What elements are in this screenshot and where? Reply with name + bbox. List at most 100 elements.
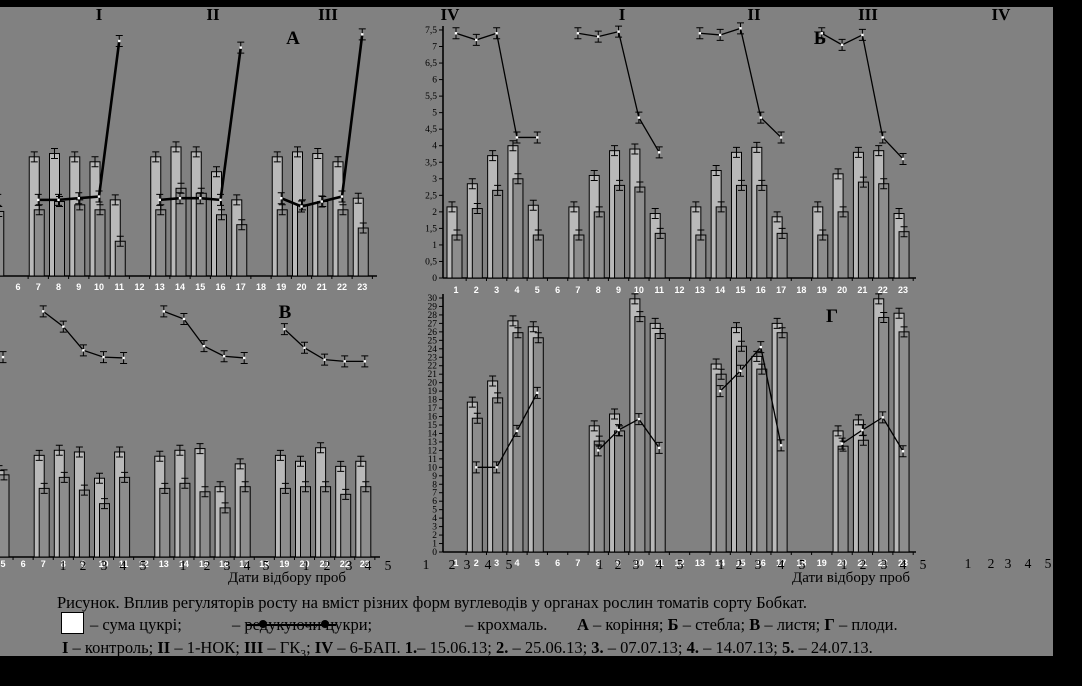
svg-text:3: 3 xyxy=(432,175,437,185)
panel-B: 00,511,522,533,544,555,566,577,51 2 3 4 5 6 7 8… xyxy=(425,22,916,295)
panel-B-bars xyxy=(568,143,666,279)
svg-text:10: 10 xyxy=(428,463,438,473)
svg-text:28: 28 xyxy=(428,311,438,321)
panel-V-bars xyxy=(154,443,251,558)
svg-text:2: 2 xyxy=(324,558,331,573)
svg-text:5: 5 xyxy=(1045,556,1052,571)
panel-B-line xyxy=(696,22,785,144)
panel-G-bars xyxy=(710,317,788,553)
svg-text:21: 21 xyxy=(857,285,867,295)
panel-G-line xyxy=(472,386,541,474)
panel-V-line xyxy=(39,305,128,364)
panel-G: 0123456789101112131415161718192021222324… xyxy=(423,293,927,572)
panel-B-bars xyxy=(812,145,910,279)
svg-text:17: 17 xyxy=(776,285,786,295)
svg-text:16: 16 xyxy=(428,413,438,423)
svg-text:23: 23 xyxy=(428,353,438,363)
svg-text:19: 19 xyxy=(276,282,286,292)
svg-text:3: 3 xyxy=(101,558,108,573)
svg-text:13: 13 xyxy=(695,285,705,295)
svg-text:4: 4 xyxy=(432,514,437,524)
panel-A-bars xyxy=(28,148,126,277)
panel-G-bars xyxy=(588,293,666,553)
svg-text:2,5: 2,5 xyxy=(425,191,437,201)
svg-text:7: 7 xyxy=(432,489,437,499)
svg-text:Г: Г xyxy=(826,306,838,327)
svg-text:I: I xyxy=(96,5,103,24)
svg-text:22: 22 xyxy=(878,285,888,295)
svg-text:17: 17 xyxy=(236,282,246,292)
svg-text:4: 4 xyxy=(365,558,372,573)
svg-text:1: 1 xyxy=(180,558,187,573)
svg-text:3: 3 xyxy=(464,557,471,572)
svg-text:Дати відбору проб: Дати відбору проб xyxy=(792,570,910,586)
legend-treatments-dates-label: І – контроль; ІІ – 1-НОК; ІІІ – ГК3; ІV … xyxy=(62,638,873,661)
svg-text:6: 6 xyxy=(432,76,437,86)
svg-text:7: 7 xyxy=(36,282,41,292)
svg-text:1: 1 xyxy=(841,557,848,572)
svg-text:4: 4 xyxy=(1025,556,1032,571)
svg-text:13: 13 xyxy=(159,559,169,569)
svg-text:III: III xyxy=(318,5,338,24)
svg-text:II: II xyxy=(206,5,220,24)
panel-A-line xyxy=(0,193,2,206)
svg-text:9: 9 xyxy=(81,559,86,569)
svg-text:9: 9 xyxy=(432,472,437,482)
svg-text:5,5: 5,5 xyxy=(425,92,437,102)
legend-reducing-sugars-dot-icon xyxy=(321,620,329,628)
svg-text:18: 18 xyxy=(259,559,269,569)
svg-text:1: 1 xyxy=(60,558,67,573)
svg-text:11: 11 xyxy=(119,559,129,569)
figure-caption: Рисунок. Вплив регуляторів росту на вміс… xyxy=(57,593,807,612)
svg-text:6: 6 xyxy=(555,558,560,568)
svg-text:19: 19 xyxy=(279,559,289,569)
svg-text:7: 7 xyxy=(41,559,46,569)
svg-text:4: 4 xyxy=(514,285,519,295)
svg-text:20: 20 xyxy=(299,559,309,569)
svg-text:23: 23 xyxy=(898,558,908,568)
svg-text:3: 3 xyxy=(494,558,499,568)
svg-text:22: 22 xyxy=(878,558,888,568)
svg-text:4: 4 xyxy=(900,557,907,572)
svg-text:14: 14 xyxy=(175,282,185,292)
svg-text:12: 12 xyxy=(675,558,685,568)
panel-V-bars xyxy=(0,465,10,558)
svg-text:12: 12 xyxy=(428,446,438,456)
svg-text:3: 3 xyxy=(224,558,231,573)
legend-organs-label: А – коріння; Б – стебла; В – листя; Г – … xyxy=(577,615,898,634)
svg-text:16: 16 xyxy=(756,285,766,295)
svg-text:11: 11 xyxy=(654,558,664,568)
svg-text:16: 16 xyxy=(219,559,229,569)
svg-text:6: 6 xyxy=(555,285,560,295)
svg-text:4: 4 xyxy=(656,557,663,572)
svg-text:5: 5 xyxy=(535,558,540,568)
svg-text:5: 5 xyxy=(506,557,513,572)
legend-starch-label: – крохмаль. xyxy=(465,615,548,634)
svg-text:22: 22 xyxy=(428,362,438,372)
svg-text:1: 1 xyxy=(453,285,458,295)
svg-text:18: 18 xyxy=(796,558,806,568)
svg-text:0,5: 0,5 xyxy=(425,257,437,267)
svg-text:IV: IV xyxy=(992,5,1012,24)
svg-text:2: 2 xyxy=(204,558,211,573)
svg-text:8: 8 xyxy=(596,558,601,568)
svg-text:4: 4 xyxy=(432,142,437,152)
svg-text:III: III xyxy=(858,5,878,24)
panel-V-bars xyxy=(274,442,372,558)
svg-text:3: 3 xyxy=(494,285,499,295)
legend-sum-sugars-label: – сума цукрі; xyxy=(90,615,182,634)
group-roman-labels: I II III IV I II III IV xyxy=(96,5,1011,24)
svg-text:I: I xyxy=(619,5,626,24)
svg-text:6: 6 xyxy=(432,497,437,507)
svg-text:II: II xyxy=(747,5,761,24)
svg-text:2: 2 xyxy=(449,557,456,572)
svg-text:23: 23 xyxy=(898,285,908,295)
svg-text:18: 18 xyxy=(796,285,806,295)
svg-text:2: 2 xyxy=(988,556,995,571)
svg-text:3: 3 xyxy=(1005,556,1012,571)
svg-text:5: 5 xyxy=(140,558,147,573)
svg-text:4,5: 4,5 xyxy=(425,125,437,135)
panel-V-bars xyxy=(33,444,131,558)
svg-text:11: 11 xyxy=(428,455,437,465)
